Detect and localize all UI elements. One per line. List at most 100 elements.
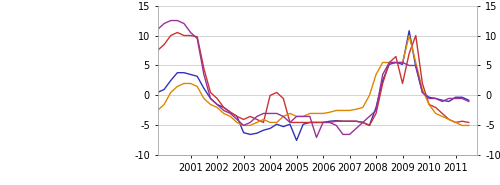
SVAR — [353, 127, 359, 130]
Long-run NATREX — [353, 120, 359, 122]
Long-run BEER — [393, 61, 399, 64]
Long-run NATREX — [452, 121, 458, 124]
Medium-run NATREX — [420, 91, 426, 94]
SVAR — [280, 115, 286, 117]
Medium-run NATREX — [353, 120, 359, 122]
Long-run NATREX — [314, 121, 320, 124]
SVAR — [326, 121, 332, 124]
SVAR — [459, 97, 465, 100]
SVAR — [154, 28, 160, 31]
Medium-run NATREX — [168, 79, 173, 82]
Medium-run NATREX — [247, 133, 253, 136]
Medium-run NATREX — [228, 111, 234, 113]
Long-run NATREX — [294, 121, 300, 124]
SVAR — [174, 19, 180, 22]
Long-run NATREX — [386, 61, 392, 64]
Medium-run NATREX — [393, 61, 399, 64]
SVAR — [334, 124, 340, 127]
Medium-run NATREX — [234, 115, 240, 117]
Line: Medium-run NATREX: Medium-run NATREX — [158, 31, 469, 140]
Medium-run NATREX — [446, 100, 452, 102]
Long-run NATREX — [240, 118, 246, 121]
Long-run NATREX — [373, 112, 379, 115]
Long-run NATREX — [432, 106, 438, 109]
Long-run NATREX — [220, 106, 226, 109]
Long-run NATREX — [366, 124, 372, 127]
Long-run BEER — [307, 112, 313, 115]
SVAR — [208, 97, 214, 100]
SVAR — [307, 115, 313, 117]
SVAR — [393, 61, 399, 64]
SVAR — [300, 115, 306, 117]
Medium-run NATREX — [466, 99, 472, 101]
SVAR — [161, 22, 167, 25]
SVAR — [188, 31, 194, 34]
Long-run NATREX — [440, 112, 446, 115]
SVAR — [320, 121, 326, 124]
Long-run NATREX — [267, 94, 273, 97]
Long-run BEER — [174, 85, 180, 88]
Long-run NATREX — [168, 34, 173, 37]
Long-run BEER — [440, 115, 446, 117]
Long-run BEER — [380, 61, 386, 64]
Medium-run NATREX — [280, 125, 286, 128]
Long-run BEER — [346, 109, 352, 112]
Long-run NATREX — [326, 121, 332, 124]
SVAR — [260, 112, 266, 115]
Line: Long-run NATREX: Long-run NATREX — [158, 33, 469, 125]
Long-run BEER — [154, 109, 160, 112]
SVAR — [228, 112, 234, 115]
Long-run NATREX — [466, 121, 472, 124]
Medium-run NATREX — [201, 87, 207, 89]
Long-run NATREX — [346, 120, 352, 122]
Medium-run NATREX — [174, 72, 180, 74]
SVAR — [406, 64, 412, 67]
Medium-run NATREX — [194, 75, 200, 77]
Medium-run NATREX — [426, 96, 432, 98]
Long-run BEER — [214, 106, 220, 109]
Long-run BEER — [446, 118, 452, 121]
SVAR — [267, 112, 273, 115]
Long-run NATREX — [174, 31, 180, 34]
SVAR — [360, 121, 366, 124]
SVAR — [247, 121, 253, 124]
Medium-run NATREX — [254, 132, 260, 134]
Medium-run NATREX — [320, 121, 326, 124]
Long-run NATREX — [214, 97, 220, 100]
Long-run NATREX — [274, 91, 280, 94]
Long-run BEER — [240, 124, 246, 127]
Long-run BEER — [466, 124, 472, 127]
Medium-run NATREX — [161, 88, 167, 91]
Long-run NATREX — [307, 121, 313, 124]
Long-run BEER — [366, 94, 372, 97]
Long-run NATREX — [201, 67, 207, 70]
SVAR — [420, 91, 426, 94]
Medium-run NATREX — [181, 72, 187, 74]
SVAR — [466, 100, 472, 102]
Long-run NATREX — [459, 120, 465, 122]
SVAR — [254, 115, 260, 117]
SVAR — [400, 61, 406, 64]
Long-run BEER — [426, 103, 432, 106]
Long-run BEER — [326, 111, 332, 113]
SVAR — [240, 124, 246, 127]
SVAR — [168, 19, 173, 22]
SVAR — [214, 103, 220, 106]
Long-run NATREX — [234, 115, 240, 117]
Long-run NATREX — [287, 121, 293, 124]
Medium-run NATREX — [260, 129, 266, 131]
Long-run BEER — [280, 115, 286, 117]
Long-run BEER — [168, 91, 173, 94]
Long-run NATREX — [360, 121, 366, 124]
Long-run BEER — [360, 106, 366, 109]
Line: SVAR: SVAR — [158, 21, 469, 137]
SVAR — [194, 37, 200, 40]
Long-run NATREX — [154, 49, 160, 52]
Medium-run NATREX — [287, 123, 293, 125]
Long-run NATREX — [446, 118, 452, 121]
Medium-run NATREX — [214, 103, 220, 106]
Long-run BEER — [314, 112, 320, 115]
Medium-run NATREX — [373, 106, 379, 109]
Medium-run NATREX — [326, 120, 332, 122]
SVAR — [452, 97, 458, 100]
